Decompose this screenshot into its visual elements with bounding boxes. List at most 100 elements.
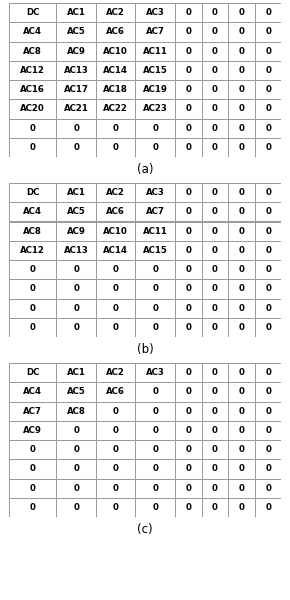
Bar: [255, 99, 281, 118]
Bar: [9, 22, 56, 41]
Text: 0: 0: [239, 265, 244, 274]
Bar: [135, 241, 175, 260]
Bar: [9, 421, 56, 440]
Bar: [229, 118, 255, 138]
Text: 0: 0: [30, 265, 35, 274]
Text: AC10: AC10: [103, 227, 128, 236]
Text: 0: 0: [113, 426, 119, 435]
Text: AC7: AC7: [146, 28, 165, 37]
Text: 0: 0: [265, 484, 271, 493]
Bar: [56, 138, 96, 157]
Bar: [175, 241, 202, 260]
Text: AC3: AC3: [146, 188, 165, 197]
Bar: [135, 401, 175, 421]
Bar: [96, 22, 135, 41]
Text: AC12: AC12: [20, 246, 45, 255]
Bar: [9, 221, 56, 241]
Text: AC6: AC6: [106, 208, 125, 217]
Text: 0: 0: [185, 124, 191, 133]
Text: AC4: AC4: [23, 28, 42, 37]
Text: 0: 0: [212, 445, 218, 454]
Text: (b): (b): [137, 343, 153, 356]
Text: AC9: AC9: [67, 227, 86, 236]
Bar: [202, 41, 229, 61]
Text: 0: 0: [185, 188, 191, 197]
Bar: [175, 202, 202, 221]
Text: 0: 0: [212, 464, 218, 473]
Bar: [96, 363, 135, 382]
Text: 0: 0: [239, 284, 244, 293]
Bar: [56, 3, 96, 22]
Text: AC8: AC8: [67, 407, 86, 416]
Bar: [202, 401, 229, 421]
Text: 0: 0: [265, 445, 271, 454]
Bar: [255, 318, 281, 337]
Bar: [202, 61, 229, 80]
Bar: [175, 80, 202, 99]
Bar: [9, 99, 56, 118]
Text: (c): (c): [137, 523, 153, 536]
Text: 0: 0: [152, 323, 158, 332]
Text: 0: 0: [113, 464, 119, 473]
Text: 0: 0: [30, 503, 35, 512]
Text: 0: 0: [239, 47, 244, 56]
Text: 0: 0: [185, 47, 191, 56]
Bar: [202, 363, 229, 382]
Bar: [56, 118, 96, 138]
Text: 0: 0: [152, 284, 158, 293]
Bar: [175, 260, 202, 279]
Text: 0: 0: [185, 208, 191, 217]
Bar: [229, 41, 255, 61]
Text: 0: 0: [239, 208, 244, 217]
Text: 0: 0: [265, 304, 271, 313]
Text: 0: 0: [185, 445, 191, 454]
Bar: [9, 202, 56, 221]
Bar: [229, 459, 255, 479]
Bar: [9, 498, 56, 517]
Bar: [229, 221, 255, 241]
Bar: [202, 459, 229, 479]
Text: AC3: AC3: [146, 8, 165, 17]
Bar: [229, 382, 255, 401]
Bar: [56, 260, 96, 279]
Text: 0: 0: [212, 124, 218, 133]
Bar: [202, 241, 229, 260]
Bar: [229, 279, 255, 298]
Text: 0: 0: [30, 484, 35, 493]
Text: AC18: AC18: [103, 85, 128, 94]
Text: 0: 0: [212, 304, 218, 313]
Bar: [56, 241, 96, 260]
Bar: [135, 61, 175, 80]
Bar: [56, 401, 96, 421]
Bar: [135, 279, 175, 298]
Text: 0: 0: [212, 104, 218, 113]
Bar: [135, 440, 175, 459]
Text: 0: 0: [73, 445, 79, 454]
Text: AC6: AC6: [106, 28, 125, 37]
Text: 0: 0: [265, 426, 271, 435]
Bar: [229, 80, 255, 99]
Text: 0: 0: [239, 323, 244, 332]
Bar: [202, 118, 229, 138]
Bar: [255, 498, 281, 517]
Bar: [96, 221, 135, 241]
Text: 0: 0: [212, 47, 218, 56]
Text: AC10: AC10: [103, 47, 128, 56]
Bar: [229, 241, 255, 260]
Text: 0: 0: [212, 208, 218, 217]
Text: 0: 0: [239, 407, 244, 416]
Bar: [9, 241, 56, 260]
Bar: [9, 279, 56, 298]
Bar: [175, 363, 202, 382]
Bar: [175, 401, 202, 421]
Bar: [9, 401, 56, 421]
Text: 0: 0: [152, 484, 158, 493]
Text: 0: 0: [152, 445, 158, 454]
Bar: [175, 279, 202, 298]
Bar: [229, 22, 255, 41]
Text: 0: 0: [265, 246, 271, 255]
Text: 0: 0: [239, 304, 244, 313]
Text: 0: 0: [239, 426, 244, 435]
Bar: [175, 479, 202, 498]
Text: 0: 0: [265, 47, 271, 56]
